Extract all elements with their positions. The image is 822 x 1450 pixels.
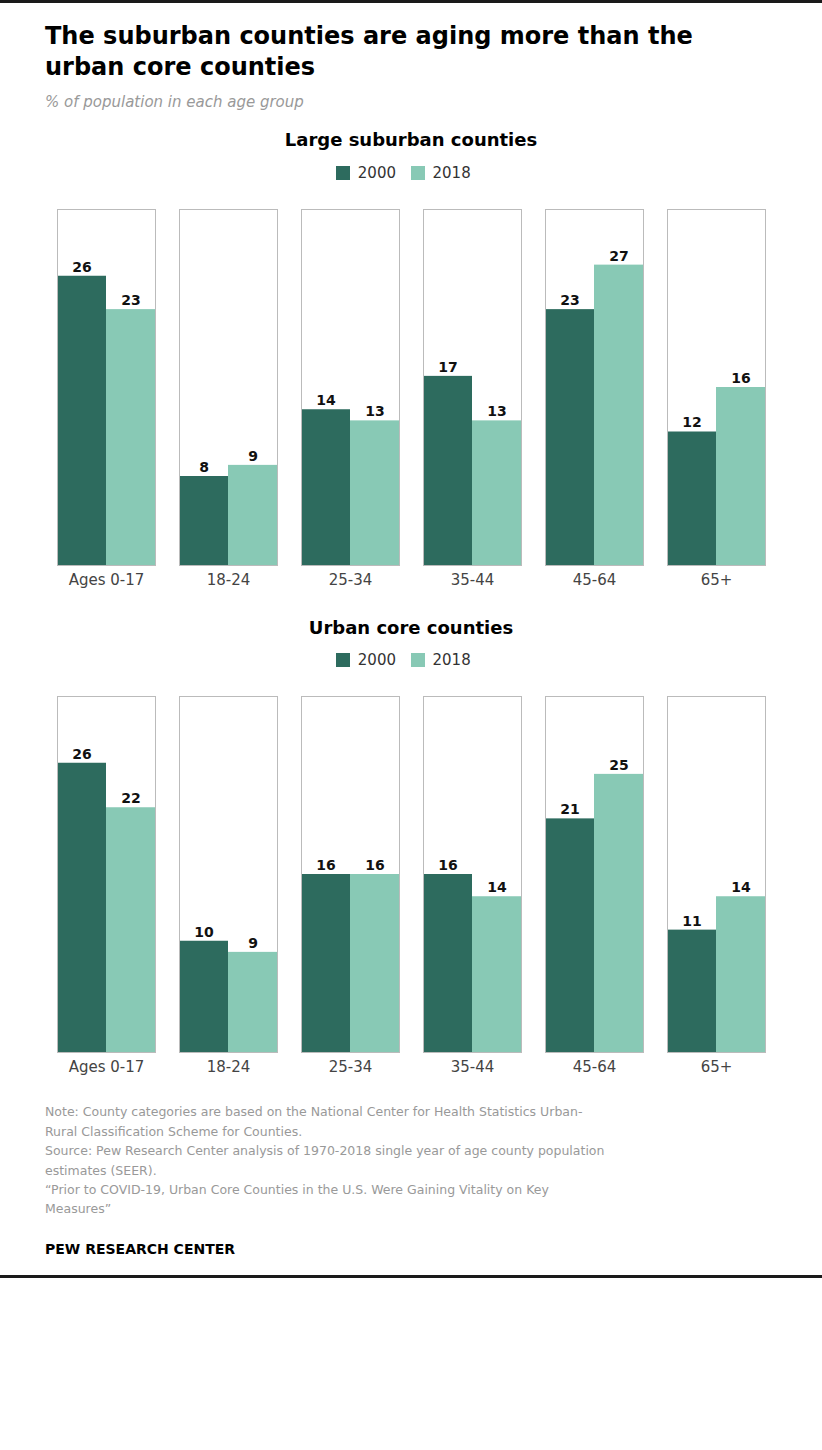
- svg-text:21: 21: [560, 802, 579, 818]
- svg-text:9: 9: [248, 448, 258, 464]
- svg-text:22: 22: [121, 791, 140, 807]
- svg-text:65+: 65+: [701, 571, 733, 589]
- html-text:estimates (SEER).: estimates (SEER).: [45, 1162, 157, 1178]
- svg-text:17: 17: [438, 359, 457, 375]
- html-text:2000: 2000: [357, 163, 396, 182]
- svg-text:11: 11: [682, 913, 701, 929]
- html-text:Note: County categories are ba: Note: County categories are based on the…: [45, 1104, 583, 1120]
- html-text:Source: Pew Research Center an: Source: Pew Research Center analysis of …: [45, 1143, 605, 1159]
- svg-text:18-24: 18-24: [207, 571, 251, 589]
- svg-text:23: 23: [560, 292, 579, 308]
- html-text:The suburban counties are agin: The suburban counties are aging more tha…: [45, 22, 693, 50]
- svg-text:Ages 0-17: Ages 0-17: [69, 571, 145, 589]
- html-text:2018: 2018: [432, 651, 471, 670]
- html-text:Measures”: Measures”: [45, 1201, 112, 1217]
- svg-text:27: 27: [609, 247, 628, 263]
- svg-text:Ages 0-17: Ages 0-17: [69, 1059, 145, 1077]
- html-text:Large suburban counties: Large suburban counties: [284, 129, 538, 151]
- svg-text:45-64: 45-64: [573, 1059, 617, 1077]
- svg-text:16: 16: [365, 857, 384, 873]
- html-text:Urban core counties: Urban core counties: [308, 616, 514, 638]
- svg-text:14: 14: [731, 880, 751, 896]
- svg-text:25-34: 25-34: [329, 571, 373, 589]
- html-text:urban core counties: urban core counties: [45, 53, 316, 82]
- svg-text:45-64: 45-64: [573, 571, 617, 589]
- svg-text:25-34: 25-34: [329, 1059, 373, 1077]
- svg-text:65+: 65+: [701, 1059, 733, 1077]
- html-text:“Prior to COVID-19, Urban Core: “Prior to COVID-19, Urban Core Counties …: [45, 1181, 549, 1197]
- svg-text:13: 13: [487, 403, 506, 419]
- html-text:PEW RESEARCH CENTER: PEW RESEARCH CENTER: [45, 1240, 236, 1257]
- svg-text:14: 14: [487, 880, 507, 896]
- svg-text:9: 9: [248, 935, 258, 951]
- svg-text:35-44: 35-44: [451, 571, 495, 589]
- html-text:% of population in each age gr: % of population in each age group: [45, 93, 304, 112]
- svg-text:8: 8: [199, 459, 209, 475]
- html-text:Rural Classification Scheme fo: Rural Classification Scheme for Counties…: [45, 1123, 303, 1139]
- svg-text:16: 16: [438, 857, 457, 873]
- svg-text:25: 25: [609, 757, 628, 773]
- svg-text:16: 16: [316, 857, 335, 873]
- svg-text:23: 23: [121, 292, 140, 308]
- svg-text:13: 13: [365, 403, 384, 419]
- svg-text:16: 16: [731, 370, 750, 386]
- svg-text:12: 12: [682, 414, 701, 430]
- svg-text:26: 26: [72, 746, 91, 762]
- html-text:2000: 2000: [357, 651, 396, 670]
- svg-text:18-24: 18-24: [207, 1059, 251, 1077]
- svg-text:35-44: 35-44: [451, 1059, 495, 1077]
- svg-text:10: 10: [194, 924, 214, 940]
- html-text:2018: 2018: [432, 163, 471, 182]
- svg-text:26: 26: [72, 259, 91, 275]
- svg-text:14: 14: [316, 392, 336, 408]
